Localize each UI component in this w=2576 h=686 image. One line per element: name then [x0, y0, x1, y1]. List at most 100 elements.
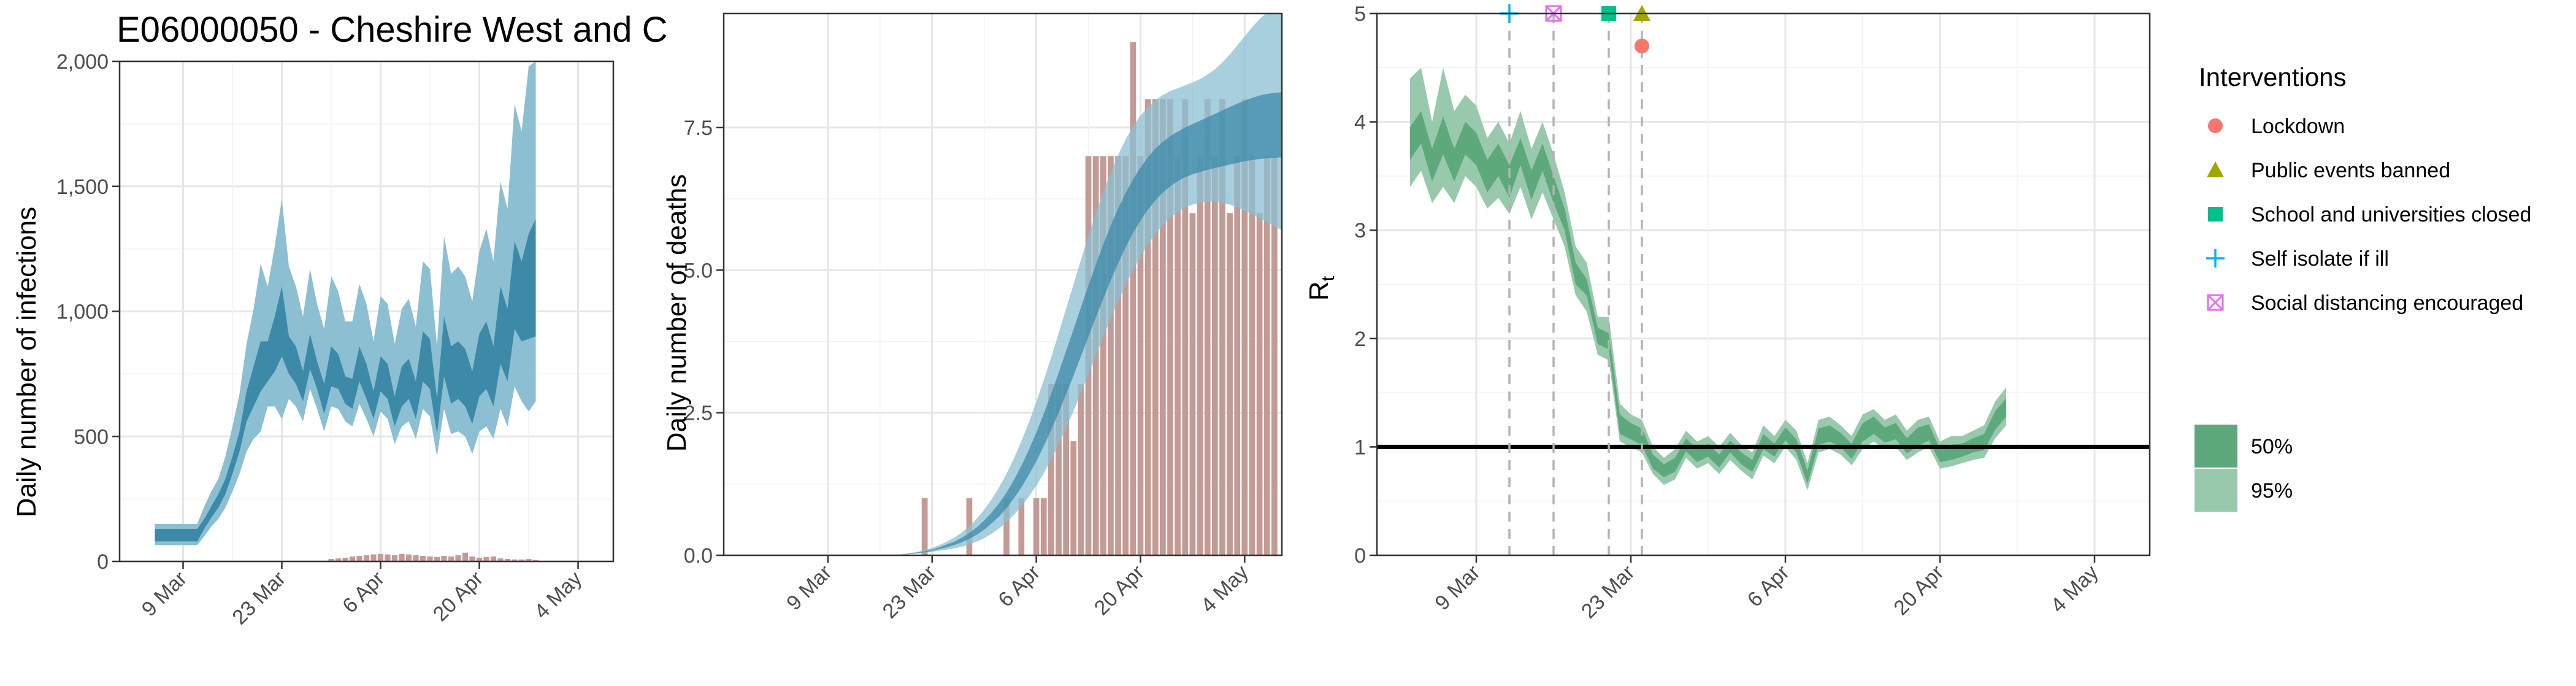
legend-square-x-icon-box	[2207, 294, 2224, 311]
observed-bar	[469, 556, 475, 561]
legend-item-label: School and universities closed	[2251, 203, 2531, 226]
x-tick-label: 23 Mar	[878, 561, 941, 623]
observed-bar	[356, 556, 362, 561]
observed-bar	[391, 555, 398, 561]
band-95pct	[731, 13, 1282, 555]
observed-bar	[448, 556, 454, 561]
observed-bar	[1167, 99, 1173, 555]
rt-y-axis-title: Rt	[1304, 276, 1338, 301]
plot-area	[1377, 67, 2150, 491]
band-50pct	[731, 92, 1282, 555]
x-tick-label: 23 Mar	[1577, 561, 1639, 623]
y-axis: 0.0 2.5 5.0 7.5	[684, 117, 724, 568]
observed-bar	[504, 558, 511, 561]
x-tick-label: 6 Apr	[994, 561, 1045, 612]
observed-bar	[1040, 498, 1047, 555]
legend-item-label: Self isolate if ill	[2251, 247, 2389, 271]
observed-bar	[1078, 384, 1084, 555]
observed-bar	[1152, 99, 1159, 555]
observed-bar	[1063, 384, 1069, 555]
observed-bar	[1003, 498, 1010, 555]
legend-square-x-icon-d2	[2207, 294, 2224, 311]
observed-bar	[462, 552, 469, 561]
y-tick-label: 0	[97, 550, 109, 574]
y-tick-label: 2	[1354, 328, 1366, 351]
rt-y-axis-title-subscript: t	[1318, 276, 1338, 281]
observed-bar	[1115, 156, 1121, 555]
x-axis: 9 Mar 23 Mar 6 Apr 20 Apr 4 May	[782, 555, 1253, 623]
y-tick-label: 2.5	[684, 402, 713, 425]
observed-bar	[1197, 156, 1203, 555]
band-95pct	[155, 61, 536, 545]
observed-bar	[1234, 156, 1241, 555]
observed-bar	[1219, 99, 1225, 555]
observed-bar	[420, 556, 426, 561]
observed-bars	[328, 552, 539, 561]
observed-bar	[1271, 156, 1278, 555]
legend-band-swatch	[2195, 425, 2237, 468]
gridlines	[1377, 12, 2150, 557]
y-tick-label: 500	[74, 425, 109, 449]
x-tick-label: 4 May	[530, 567, 586, 623]
observed-bar	[335, 558, 342, 561]
observed-bar	[1137, 156, 1144, 555]
y-tick-label: 4	[1354, 111, 1366, 134]
x-tick-label: 4 May	[1197, 561, 1253, 617]
legend-circle-icon	[2208, 118, 2223, 133]
observed-bar	[1130, 42, 1137, 555]
observed-bar	[377, 553, 384, 561]
observed-bar	[490, 556, 497, 561]
observed-bar	[1033, 498, 1040, 555]
observed-bar	[1189, 213, 1196, 555]
observed-bar	[328, 558, 334, 561]
legend-plus-icon	[2206, 249, 2225, 268]
plot-area	[155, 61, 539, 561]
observed-bar	[1122, 156, 1129, 555]
observed-bar	[526, 558, 532, 561]
band-50pct	[155, 218, 536, 542]
x-axis: 9 Mar 23 Mar 6 Apr 20 Apr 4 May	[137, 561, 586, 629]
observed-bar	[349, 556, 356, 561]
observed-bar	[405, 554, 412, 561]
observed-bar	[1256, 213, 1263, 555]
plot-title: E06000050 - Cheshire West and C	[117, 10, 667, 50]
band-50pct	[1410, 110, 2006, 484]
x-axis: 9 Mar 23 Mar 6 Apr 20 Apr 4 May	[1430, 555, 2103, 623]
observed-bar	[497, 558, 504, 561]
observed-bar	[385, 554, 391, 561]
observed-bar	[1144, 99, 1151, 555]
y-axis: 0 500 1,000 1,500 2,000	[56, 50, 120, 574]
y-tick-label: 5	[1354, 2, 1366, 26]
observed-bar	[427, 556, 433, 561]
observed-bar	[1204, 99, 1211, 555]
observed-bar	[441, 556, 447, 561]
y-tick-label: 0	[1354, 544, 1366, 568]
infections-panel: 0 500 1,000 1,500 2,000 9 Mar 23 Mar 6 Apr 20 Ap…	[56, 50, 615, 629]
observed-bar	[1241, 99, 1248, 555]
observed-bar	[342, 557, 348, 561]
observed-bar	[1100, 156, 1106, 555]
legend-item-label: Social distancing encouraged	[2251, 291, 2523, 315]
rt-panel: 0 1 2 3 4 5 9 Mar 23 Mar 6 Apr 20 Apr 4 May	[1354, 2, 2151, 623]
x-tick-label: 6 Apr	[338, 567, 389, 618]
observed-bar	[483, 557, 489, 561]
observed-bar	[413, 555, 419, 561]
legend-square-icon	[2208, 207, 2223, 222]
observed-bar	[1048, 384, 1054, 555]
observed-bar	[476, 557, 483, 561]
x-tick-label: 9 Mar	[137, 567, 191, 621]
x-tick-label: 20 Apr	[1889, 561, 1948, 620]
y-tick-label: 1	[1354, 436, 1366, 459]
y-tick-label: 7.5	[684, 117, 713, 140]
rt-y-axis-title-main: R	[1304, 281, 1334, 301]
y-tick-label: 3	[1354, 219, 1366, 242]
y-tick-label: 0.0	[684, 544, 713, 568]
y-tick-label: 2,000	[56, 50, 109, 74]
observed-bar	[1160, 99, 1166, 555]
plot-area	[731, 13, 1282, 555]
observed-bar	[1018, 498, 1025, 555]
observed-bar	[1070, 441, 1077, 555]
observed-bar	[921, 498, 928, 555]
